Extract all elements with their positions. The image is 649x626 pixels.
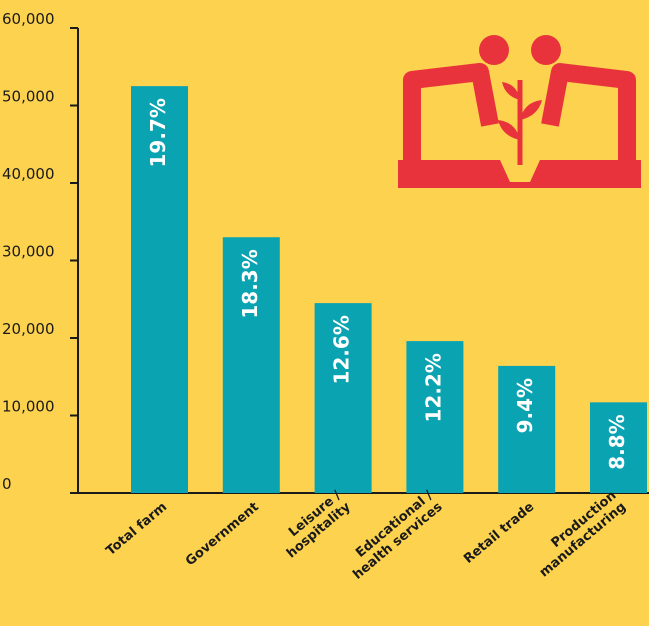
x-tick-label: Productionmanufacturing [527, 488, 629, 580]
y-tick-label: 0 [2, 475, 12, 493]
bar-label: 12.2% [421, 353, 445, 422]
y-tick-label: 60,000 [2, 10, 55, 28]
bar [498, 365, 556, 493]
y-tick-label: 50,000 [2, 88, 55, 106]
y-tick-label: 40,000 [2, 165, 55, 183]
bar [222, 237, 280, 493]
x-tick-label: Leisure /hospitality [274, 488, 354, 562]
bar-label: 9.4% [513, 378, 537, 433]
bar-label: 18.3% [238, 249, 262, 318]
y-tick-label: 30,000 [2, 243, 55, 261]
bar-label: 12.6% [330, 315, 354, 384]
y-tick-label: 10,000 [2, 398, 55, 416]
y-tick-label: 20,000 [2, 320, 55, 338]
x-tick-label: Retail trade [461, 499, 537, 566]
planting-icon [398, 35, 641, 188]
bar [314, 303, 372, 493]
bar-label: 19.7% [146, 98, 170, 167]
bar-label: 8.8% [605, 414, 629, 469]
x-tick-label: Educational /health services [341, 488, 446, 583]
bar [131, 86, 188, 493]
x-tick-label: Total farm [103, 500, 170, 559]
bar [406, 341, 464, 493]
bar [590, 402, 647, 493]
x-tick-label: Government [183, 500, 262, 570]
